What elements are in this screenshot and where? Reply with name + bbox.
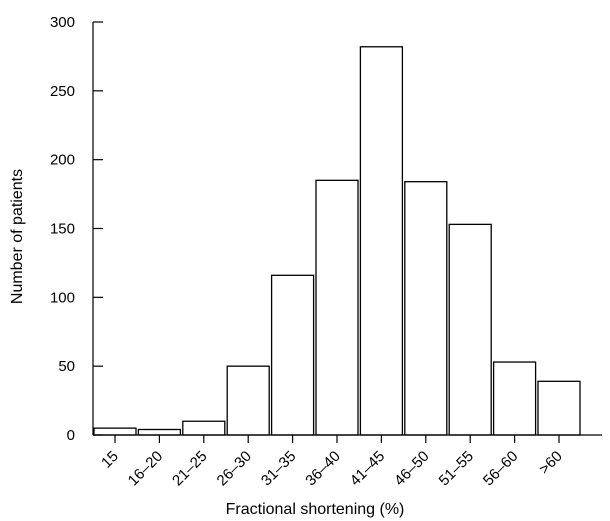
bar-6 [359,46,404,436]
bar-2 [182,420,226,436]
y-tick-label: 0 [67,427,75,444]
x-axis: 15 16–20 21–25 26–30 31–35 36–40 41–45 46–50 51–… [93,434,602,490]
y-tick-label: 100 [50,289,75,306]
bar-7 [404,181,448,436]
y-tick-label: 250 [50,83,75,100]
y-axis: 0 50 100 150 200 250 300 [50,14,103,444]
bar-1 [137,428,182,436]
y-tick-label: 50 [58,358,75,375]
bar-10 [537,380,581,436]
x-tick-label: 26–30 [214,448,256,490]
x-tick-label: 56–60 [480,448,522,490]
y-tick-label: 300 [50,14,75,31]
bar-0 [93,427,137,436]
x-tick-label: 31–35 [258,448,300,490]
x-tick-label: 46–50 [391,448,433,490]
bar-8 [448,223,492,436]
x-tick-label: 51–55 [436,448,478,490]
y-tick-label: 150 [50,221,75,238]
x-axis-title: Fractional shortening (%) [226,501,405,518]
x-tick-label: 41–45 [347,448,389,490]
bar-5 [315,179,359,436]
bar-3 [226,365,270,436]
y-tick-label: 200 [50,152,75,169]
bars-group [93,46,581,436]
bar-4 [270,274,315,436]
x-tick-label: 21–25 [169,448,211,490]
x-tick-label: >60 [536,448,566,478]
x-tick-label: 36–40 [302,448,344,490]
x-tick-label: 15 [98,448,122,472]
y-axis-title: Number of patients [9,169,26,304]
x-tick-label: 16–20 [125,448,167,490]
bar-9 [492,361,537,436]
